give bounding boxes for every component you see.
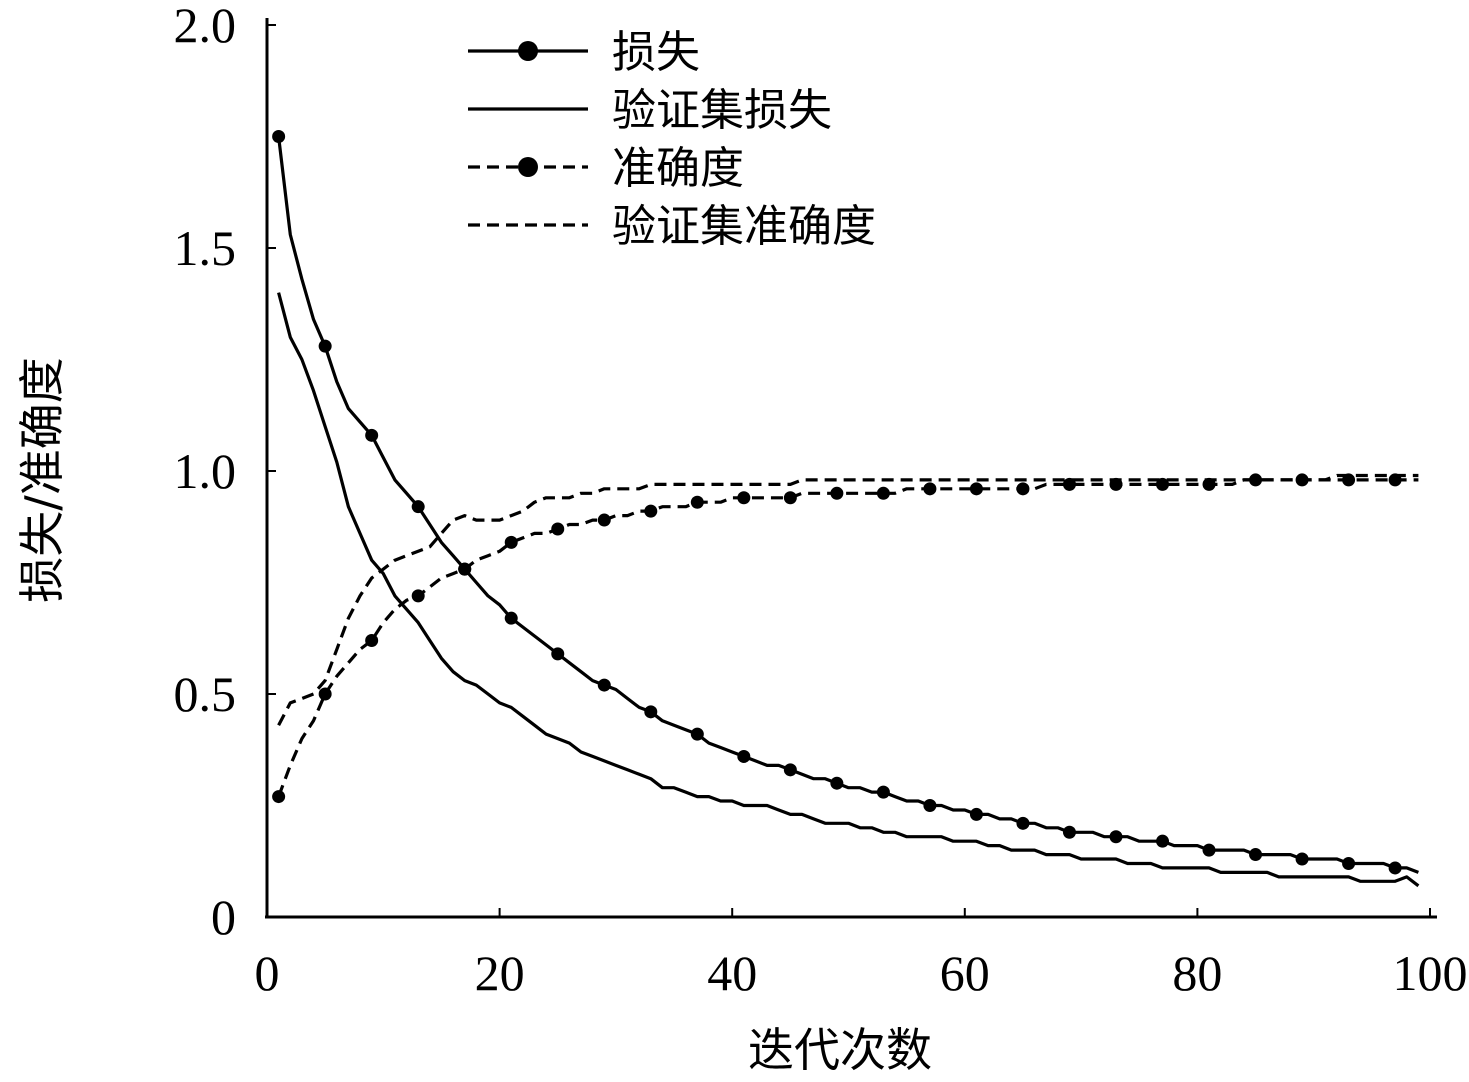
data-point — [690, 495, 704, 509]
legend-marker — [518, 157, 538, 177]
y-tick-label: 1.0 — [174, 443, 237, 499]
data-point — [1202, 843, 1216, 857]
x-axis-title: 迭代次数 — [748, 1023, 932, 1077]
x-tick-label: 40 — [707, 945, 757, 1001]
plot-area — [272, 130, 1420, 888]
data-point — [1249, 473, 1263, 487]
y-tick-label: 0 — [211, 889, 236, 945]
data-point — [644, 705, 658, 719]
data-point — [411, 500, 425, 514]
data-point — [830, 486, 844, 500]
data-point — [272, 130, 286, 143]
legend-label: 准确度 — [612, 143, 744, 194]
axes — [265, 18, 1437, 919]
data-point — [923, 799, 937, 812]
data-point — [411, 589, 425, 603]
data-point — [1156, 834, 1170, 848]
data-point — [458, 562, 472, 576]
series-line-1 — [277, 292, 1420, 888]
axis-ticks — [266, 24, 1431, 918]
y-tick-label: 1.5 — [174, 220, 237, 276]
series-line-3 — [277, 473, 1419, 726]
x-tick-label: 60 — [940, 945, 990, 1001]
data-point — [969, 482, 983, 496]
data-point — [783, 491, 797, 505]
legend-label: 验证集损失 — [612, 85, 832, 136]
data-point — [597, 678, 611, 692]
tick-labels: 0 20 40 60 80 100 0 0.5 1.0 1.5 2.0 — [174, 0, 1468, 1001]
data-point — [1249, 848, 1263, 862]
data-point — [876, 785, 890, 799]
data-point — [923, 482, 937, 496]
data-point — [783, 763, 797, 777]
data-point — [737, 749, 751, 763]
data-point — [969, 807, 983, 821]
x-tick-label: 80 — [1172, 945, 1222, 1001]
data-point — [551, 522, 565, 536]
data-point — [690, 727, 704, 741]
legend-marker — [518, 41, 538, 61]
y-tick-label: 2.0 — [174, 0, 237, 53]
x-tick-label: 0 — [255, 945, 280, 1001]
legend-label: 验证集准确度 — [612, 201, 876, 252]
data-point — [504, 611, 518, 625]
data-point — [272, 790, 286, 804]
data-point — [597, 513, 611, 527]
x-tick-label: 20 — [475, 945, 525, 1001]
data-point — [876, 486, 890, 500]
x-tick-label: 100 — [1393, 945, 1468, 1001]
data-point — [365, 633, 379, 647]
data-point — [1109, 830, 1123, 844]
legend-label: 损失 — [612, 27, 700, 78]
series-line-2 — [277, 478, 1419, 798]
data-point — [318, 339, 332, 353]
data-point — [365, 428, 379, 442]
data-point — [504, 535, 518, 549]
data-point — [830, 776, 844, 790]
data-point — [1016, 816, 1030, 830]
y-tick-label: 0.5 — [174, 666, 237, 722]
data-point — [551, 647, 565, 661]
y-axis-title: 损失/准确度 — [15, 357, 69, 603]
data-point — [318, 687, 332, 701]
data-point — [1295, 852, 1309, 866]
data-point — [1062, 825, 1076, 839]
data-point — [1016, 482, 1030, 496]
data-point — [1342, 856, 1356, 870]
data-point — [1388, 861, 1402, 875]
data-point — [737, 491, 751, 505]
data-point — [644, 504, 658, 518]
